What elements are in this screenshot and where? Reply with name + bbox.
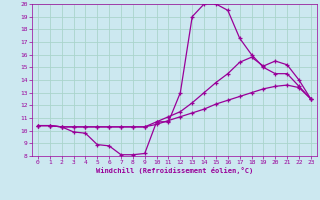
X-axis label: Windchill (Refroidissement éolien,°C): Windchill (Refroidissement éolien,°C) [96, 167, 253, 174]
